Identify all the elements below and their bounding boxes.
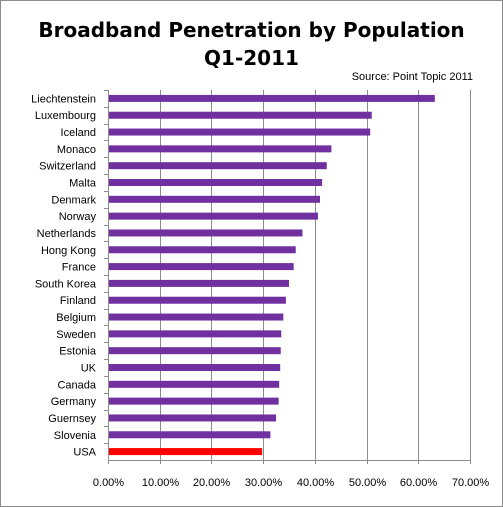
bar — [109, 330, 282, 338]
bar — [109, 397, 279, 405]
x-tick-label: 40.00% — [297, 477, 335, 489]
bar — [109, 162, 327, 170]
bar — [109, 414, 277, 422]
x-tick-label: 20.00% — [193, 477, 231, 489]
bar — [109, 380, 280, 388]
category-label: Estonia — [59, 346, 97, 358]
bar — [109, 263, 294, 271]
category-label: Liechtenstein — [31, 93, 96, 105]
category-label: Luxembourg — [35, 110, 96, 122]
bar — [109, 212, 318, 220]
category-label: Monaco — [57, 144, 96, 156]
category-label: Canada — [57, 379, 96, 391]
category-label: Denmark — [51, 194, 96, 206]
bar — [109, 179, 323, 186]
bar — [109, 431, 271, 439]
bar — [109, 296, 286, 304]
x-tick-label: 60.00% — [400, 477, 438, 489]
category-label: Belgium — [56, 312, 96, 324]
category-label: France — [62, 262, 96, 274]
category-label: Guernsey — [48, 413, 96, 425]
bar — [109, 313, 284, 321]
chart-source: Source: Point Topic 2011 — [351, 71, 473, 83]
x-tick-label: 0.00% — [93, 477, 124, 489]
bar — [109, 229, 303, 237]
chart-title-line2: Q1-2011 — [204, 46, 299, 70]
category-label: Norway — [59, 211, 97, 223]
x-tick-label: 30.00% — [245, 477, 283, 489]
category-label: Hong Kong — [41, 245, 96, 257]
bar-highlight — [109, 448, 263, 456]
bar — [109, 364, 281, 371]
category-label: UK — [81, 363, 97, 375]
x-tick-label: 10.00% — [142, 477, 180, 489]
category-label: USA — [73, 447, 96, 459]
x-tick-label: 50.00% — [349, 477, 387, 489]
category-label: Germany — [51, 396, 97, 408]
bar — [109, 94, 435, 102]
category-label: Iceland — [61, 127, 96, 139]
bar — [109, 195, 321, 203]
category-label: South Korea — [35, 278, 97, 290]
bar — [109, 111, 372, 119]
x-tick-label: 70.00% — [452, 477, 490, 489]
category-label: Switzerland — [39, 161, 96, 173]
category-label: Netherlands — [37, 228, 97, 240]
bar — [109, 145, 332, 153]
chart-title: Broadband Penetration by Population Q1-2… — [0, 16, 503, 72]
bar — [109, 279, 289, 287]
chart-title-line1: Broadband Penetration by Population — [38, 18, 465, 42]
bar — [109, 246, 296, 254]
category-label: Sweden — [56, 329, 96, 341]
bar — [109, 347, 281, 355]
category-label: Slovenia — [54, 430, 97, 442]
category-label: Malta — [69, 178, 97, 190]
bar — [109, 128, 371, 136]
category-label: Finland — [60, 295, 96, 307]
